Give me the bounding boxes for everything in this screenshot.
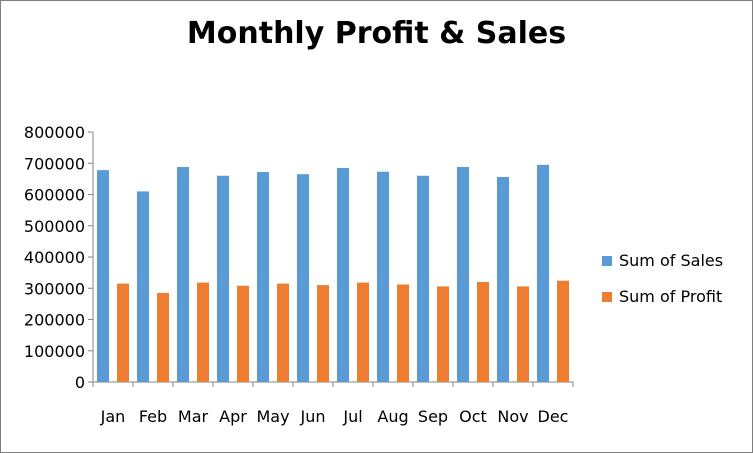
y-tick-label: 500000: [24, 217, 85, 236]
x-tick-label: Jan: [100, 407, 126, 426]
x-tick-label: May: [256, 407, 289, 426]
bar-sales-jun: [297, 174, 309, 382]
bar-sales-nov: [497, 177, 509, 382]
bar-profit-jan: [117, 283, 129, 382]
x-tick-label: Oct: [459, 407, 487, 426]
bar-profit-apr: [237, 285, 249, 382]
x-tick-label: Dec: [538, 407, 569, 426]
bar-profit-oct: [477, 282, 489, 382]
bar-sales-jan: [97, 170, 109, 382]
bar-sales-aug: [377, 171, 389, 382]
bar-profit-mar: [197, 282, 209, 382]
bar-sales-jul: [337, 167, 349, 382]
y-tick-label: 0: [75, 373, 85, 392]
y-tick-label: 300000: [24, 279, 85, 298]
x-tick-label: Sep: [418, 407, 448, 426]
bar-profit-may: [277, 283, 289, 382]
y-tick-label: 400000: [24, 248, 85, 267]
y-tick-label: 700000: [24, 154, 85, 173]
bar-sales-may: [257, 172, 269, 382]
bar-sales-apr: [217, 175, 229, 382]
bar-sales-mar: [177, 167, 189, 382]
bar-sales-dec: [537, 164, 549, 382]
chart-title: Monthly Profit & Sales: [186, 16, 567, 51]
axes: 0 100000 200000 300000 400000 500000 600000 700…: [24, 123, 574, 426]
y-tick-label: 100000: [24, 342, 85, 361]
x-tick-label: Aug: [377, 407, 408, 426]
bar-profit-sep: [437, 286, 449, 382]
bar-profit-dec: [557, 280, 569, 382]
y-tick-label: 600000: [24, 186, 85, 205]
x-tick-label: Jul: [342, 407, 362, 426]
x-tick-label: Jun: [300, 407, 326, 426]
bar-profit-aug: [397, 284, 409, 382]
legend-label-profit: Sum of Profit: [619, 287, 722, 306]
x-tick-label: Nov: [497, 407, 528, 426]
bar-profit-feb: [157, 292, 169, 382]
bars: [97, 164, 569, 382]
x-tick-label: Feb: [139, 407, 167, 426]
legend-label-sales: Sum of Sales: [619, 251, 723, 270]
x-tick-label: Mar: [178, 407, 209, 426]
legend-swatch-sales: [602, 256, 612, 266]
bar-sales-sep: [417, 175, 429, 382]
bar-profit-jul: [357, 282, 369, 382]
bar-sales-feb: [137, 191, 149, 382]
bar-sales-oct: [457, 167, 469, 382]
bar-profit-nov: [517, 286, 529, 382]
legend-swatch-profit: [602, 292, 612, 302]
x-tick-label: Apr: [219, 407, 247, 426]
y-tick-label: 800000: [24, 123, 85, 142]
y-tick-label: 200000: [24, 311, 85, 330]
bar-profit-jun: [317, 285, 329, 382]
legend: Sum of Sales Sum of Profit: [602, 251, 723, 306]
